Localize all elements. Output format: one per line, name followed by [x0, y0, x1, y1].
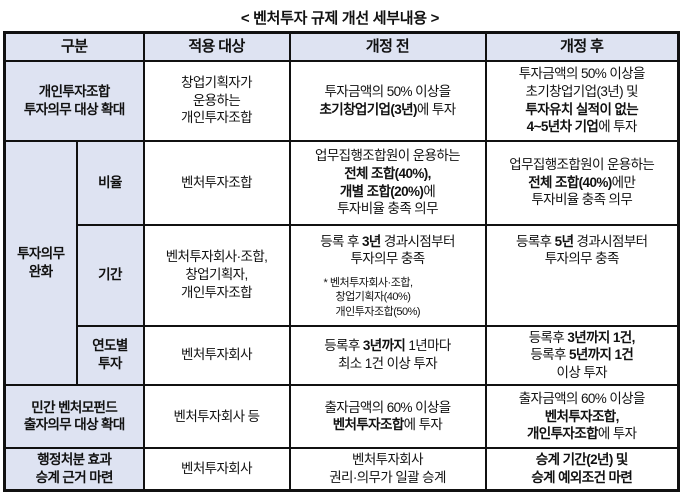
row-admin-after: 승계 기간(2년) 및 승계 예외조건 마련 — [484, 446, 680, 492]
row-fund-after: 출자금액의 60% 이상을 벤처투자조합, 개인투자조합에 투자 — [484, 383, 680, 449]
row-fund-before: 출자금액의 60% 이상을 벤처투자조합에 투자 — [288, 383, 487, 449]
row-admin-category: 행정처분 효과 승계 근거 마련 — [3, 446, 145, 492]
row-personal-after: 투자금액의 50% 이상을 초기창업기업(3년) 및 투자유치 실적이 없는 4~5년… — [484, 59, 680, 142]
row-ease-yearly: 연도별 투자 벤처투자회사 등록후 3년까지 1년마다 최소 1건 이상 투자 등록… — [5, 324, 680, 386]
row-admin: 행정처분 효과 승계 근거 마련 벤처투자회사 벤처투자회사 권리·의무가 일괄 승… — [3, 446, 680, 492]
row-personal-target: 창업기획자가 운용하는 개인투자조합 — [142, 59, 291, 142]
row-ease-ratio-label: 비율 — [75, 139, 145, 226]
header-target: 적용 대상 — [142, 31, 291, 62]
header-row: 구분 적용 대상 개정 전 개정 후 — [3, 31, 680, 62]
header-after: 개정 후 — [484, 31, 680, 62]
row-ease-category: 투자의무 완화 — [3, 139, 78, 386]
row-ease-ratio-before: 업무집행조합원이 운용하는 전체 조합(40%), 개별 조합(20%)에 투자비율 … — [288, 139, 487, 226]
row-ease-period: 기간 벤처투자회사·조합, 창업기획자, 개인투자조합 등록 후 3년 경과시점부터… — [5, 223, 680, 327]
row-ease-period-label: 기간 — [75, 223, 145, 327]
row-ease-period-before-note: * 벤처투자회사·조합, 창업기획자(40%) 개인투자조합(50%) — [323, 277, 421, 318]
page-title: < 벤처투자 규제 개선 세부내용 > — [240, 10, 440, 27]
row-admin-target: 벤처투자회사 — [142, 446, 291, 492]
row-fund-target: 벤처투자회사 등 — [142, 383, 291, 449]
row-ease-yearly-label: 연도별 투자 — [75, 324, 145, 386]
row-admin-before: 벤처투자회사 권리·의무가 일괄 승계 — [288, 446, 487, 492]
row-ease-period-before-main: 등록 후 3년 경과시점부터 투자의무 충족 — [320, 233, 455, 267]
row-ease-ratio-after: 업무집행조합원이 운용하는 전체 조합(40%)에만 투자비율 충족 의무 — [484, 139, 680, 226]
row-ease-period-target: 벤처투자회사·조합, 창업기획자, 개인투자조합 — [142, 223, 291, 327]
row-ease-ratio-target: 벤처투자조합 — [142, 139, 291, 226]
regulation-table: 구분 적용 대상 개정 전 개정 후 개인투자조합 투자의무 대상 확대 창업기획… — [3, 31, 680, 492]
row-personal-category: 개인투자조합 투자의무 대상 확대 — [3, 59, 145, 142]
row-ease-period-after: 등록후 5년 경과시점부터 투자의무 충족 — [484, 223, 680, 327]
row-personal-before: 투자금액의 50% 이상을 초기창업기업(3년)에 투자 — [288, 59, 487, 142]
row-ease-yearly-before: 등록후 3년까지 1년마다 최소 1건 이상 투자 — [288, 324, 487, 386]
row-fund: 민간 벤처모펀드 출자의무 대상 확대 벤처투자회사 등 출자금액의 60% 이상… — [3, 383, 680, 449]
header-category: 구분 — [3, 31, 145, 62]
row-ease-yearly-target: 벤처투자회사 — [142, 324, 291, 386]
row-ease-period-before: 등록 후 3년 경과시점부터 투자의무 충족 * 벤처투자회사·조합, 창업기획자(… — [288, 223, 487, 327]
row-personal: 개인투자조합 투자의무 대상 확대 창업기획자가 운용하는 개인투자조합 투자금액의 … — [3, 59, 680, 142]
row-ease-ratio: 투자의무 완화 비율 벤처투자조합 업무집행조합원이 운용하는 전체 조합(40%)… — [3, 139, 680, 386]
header-before: 개정 전 — [288, 31, 487, 62]
row-fund-category: 민간 벤처모펀드 출자의무 대상 확대 — [3, 383, 145, 449]
row-ease-yearly-after: 등록후 3년까지 1건, 등록후 5년까지 1건 이상 투자 — [484, 324, 680, 386]
